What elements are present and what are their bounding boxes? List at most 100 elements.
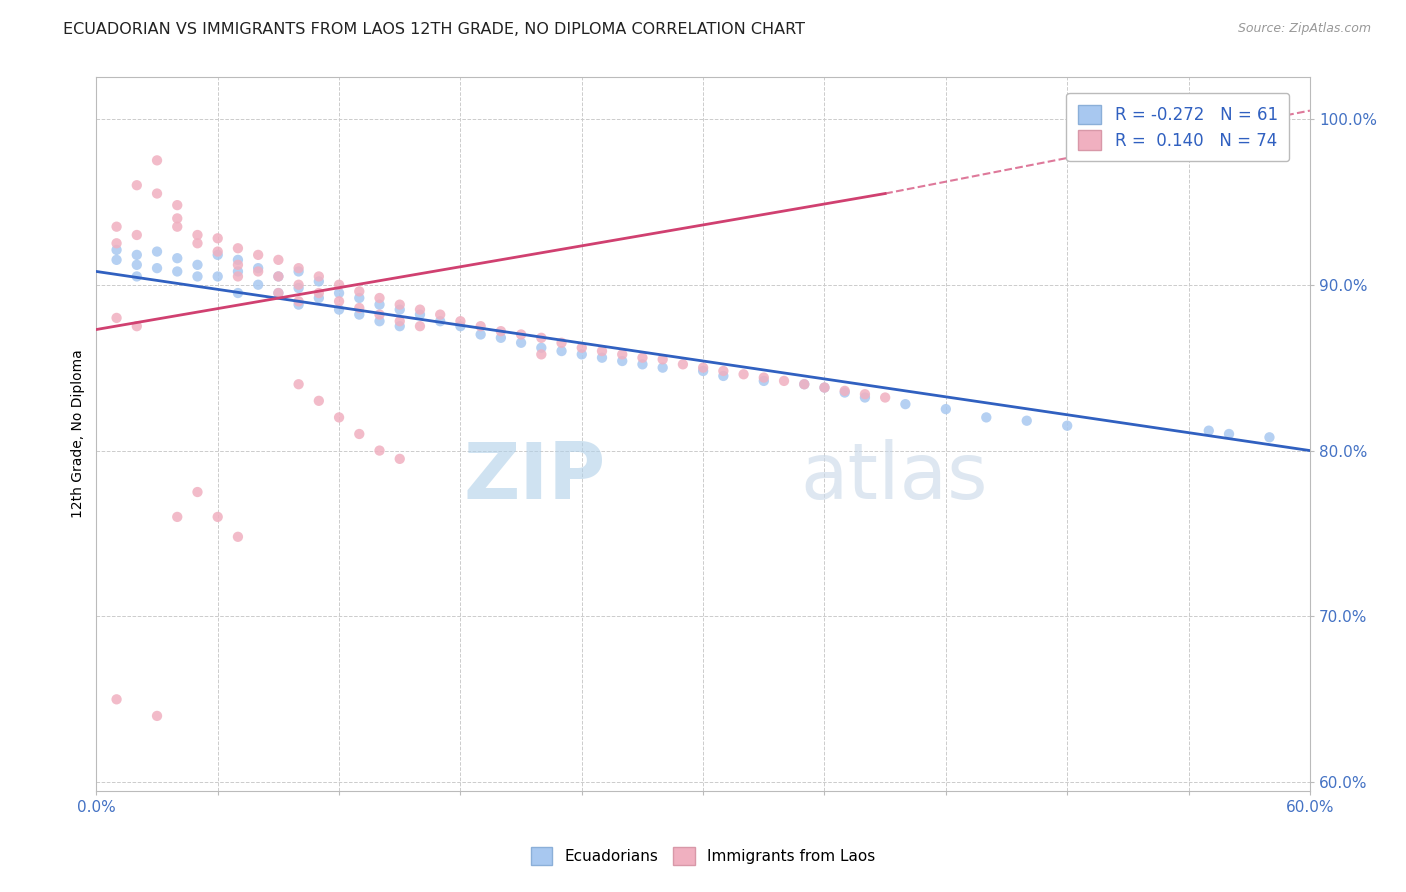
Point [328, 302, 350, 317]
Point [853, 391, 876, 405]
Point [207, 231, 229, 245]
Point [1015, 414, 1038, 428]
Point [974, 410, 997, 425]
Point [388, 314, 411, 328]
Point [368, 314, 391, 328]
Point [489, 324, 512, 338]
Point [349, 427, 371, 442]
Point [510, 327, 533, 342]
Point [752, 374, 775, 388]
Point [207, 269, 229, 284]
Point [449, 319, 471, 334]
Point [105, 692, 128, 706]
Point [308, 393, 330, 408]
Point [875, 391, 897, 405]
Point [125, 248, 148, 262]
Point [711, 364, 734, 378]
Point [166, 251, 188, 265]
Point [125, 178, 148, 193]
Point [247, 261, 270, 276]
Point [166, 264, 188, 278]
Point [267, 286, 290, 301]
Legend: Ecuadorians, Immigrants from Laos: Ecuadorians, Immigrants from Laos [524, 841, 882, 871]
Point [226, 241, 249, 255]
Point [166, 509, 188, 524]
Point [146, 244, 169, 259]
Point [125, 227, 148, 242]
Point [207, 244, 229, 259]
Point [409, 319, 432, 334]
Point [287, 281, 309, 295]
Point [328, 294, 350, 309]
Point [651, 352, 673, 367]
Point [186, 236, 208, 251]
Point [349, 285, 371, 299]
Point [349, 301, 371, 315]
Point [591, 351, 613, 365]
Point [207, 509, 229, 524]
Point [530, 331, 553, 345]
Point [146, 261, 169, 276]
Point [328, 277, 350, 292]
Point [226, 286, 249, 301]
Point [226, 258, 249, 272]
Point [612, 354, 634, 368]
Point [308, 291, 330, 305]
Point [1198, 424, 1220, 438]
Point [308, 269, 330, 284]
Point [226, 530, 249, 544]
Text: ZIP: ZIP [464, 439, 606, 515]
Text: Source: ZipAtlas.com: Source: ZipAtlas.com [1237, 22, 1371, 36]
Point [186, 258, 208, 272]
Point [711, 368, 734, 383]
Point [166, 198, 188, 212]
Point [349, 291, 371, 305]
Point [591, 344, 613, 359]
Point [894, 397, 917, 411]
Point [571, 341, 593, 355]
Point [125, 319, 148, 334]
Point [550, 335, 572, 350]
Point [226, 264, 249, 278]
Point [813, 380, 835, 394]
Point [793, 377, 815, 392]
Point [287, 264, 309, 278]
Point [146, 186, 169, 201]
Point [287, 261, 309, 276]
Point [409, 308, 432, 322]
Point [651, 360, 673, 375]
Point [287, 294, 309, 309]
Point [388, 451, 411, 466]
Point [1258, 430, 1281, 444]
Point [773, 374, 796, 388]
Point [388, 298, 411, 312]
Point [125, 269, 148, 284]
Point [368, 443, 391, 458]
Point [388, 319, 411, 334]
Point [328, 410, 350, 425]
Point [105, 236, 128, 251]
Point [388, 302, 411, 317]
Point [550, 344, 572, 359]
Point [631, 357, 654, 371]
Text: ECUADORIAN VS IMMIGRANTS FROM LAOS 12TH GRADE, NO DIPLOMA CORRELATION CHART: ECUADORIAN VS IMMIGRANTS FROM LAOS 12TH … [63, 22, 806, 37]
Point [1056, 418, 1078, 433]
Y-axis label: 12th Grade, No Diploma: 12th Grade, No Diploma [72, 350, 86, 518]
Point [672, 357, 695, 371]
Point [328, 286, 350, 301]
Point [308, 274, 330, 288]
Point [146, 153, 169, 168]
Point [247, 277, 270, 292]
Point [166, 219, 188, 234]
Point [226, 269, 249, 284]
Point [105, 243, 128, 257]
Point [368, 291, 391, 305]
Point [470, 319, 492, 334]
Point [470, 327, 492, 342]
Point [530, 347, 553, 361]
Point [166, 211, 188, 226]
Point [267, 252, 290, 267]
Point [530, 341, 553, 355]
Point [1218, 427, 1240, 442]
Point [429, 308, 451, 322]
